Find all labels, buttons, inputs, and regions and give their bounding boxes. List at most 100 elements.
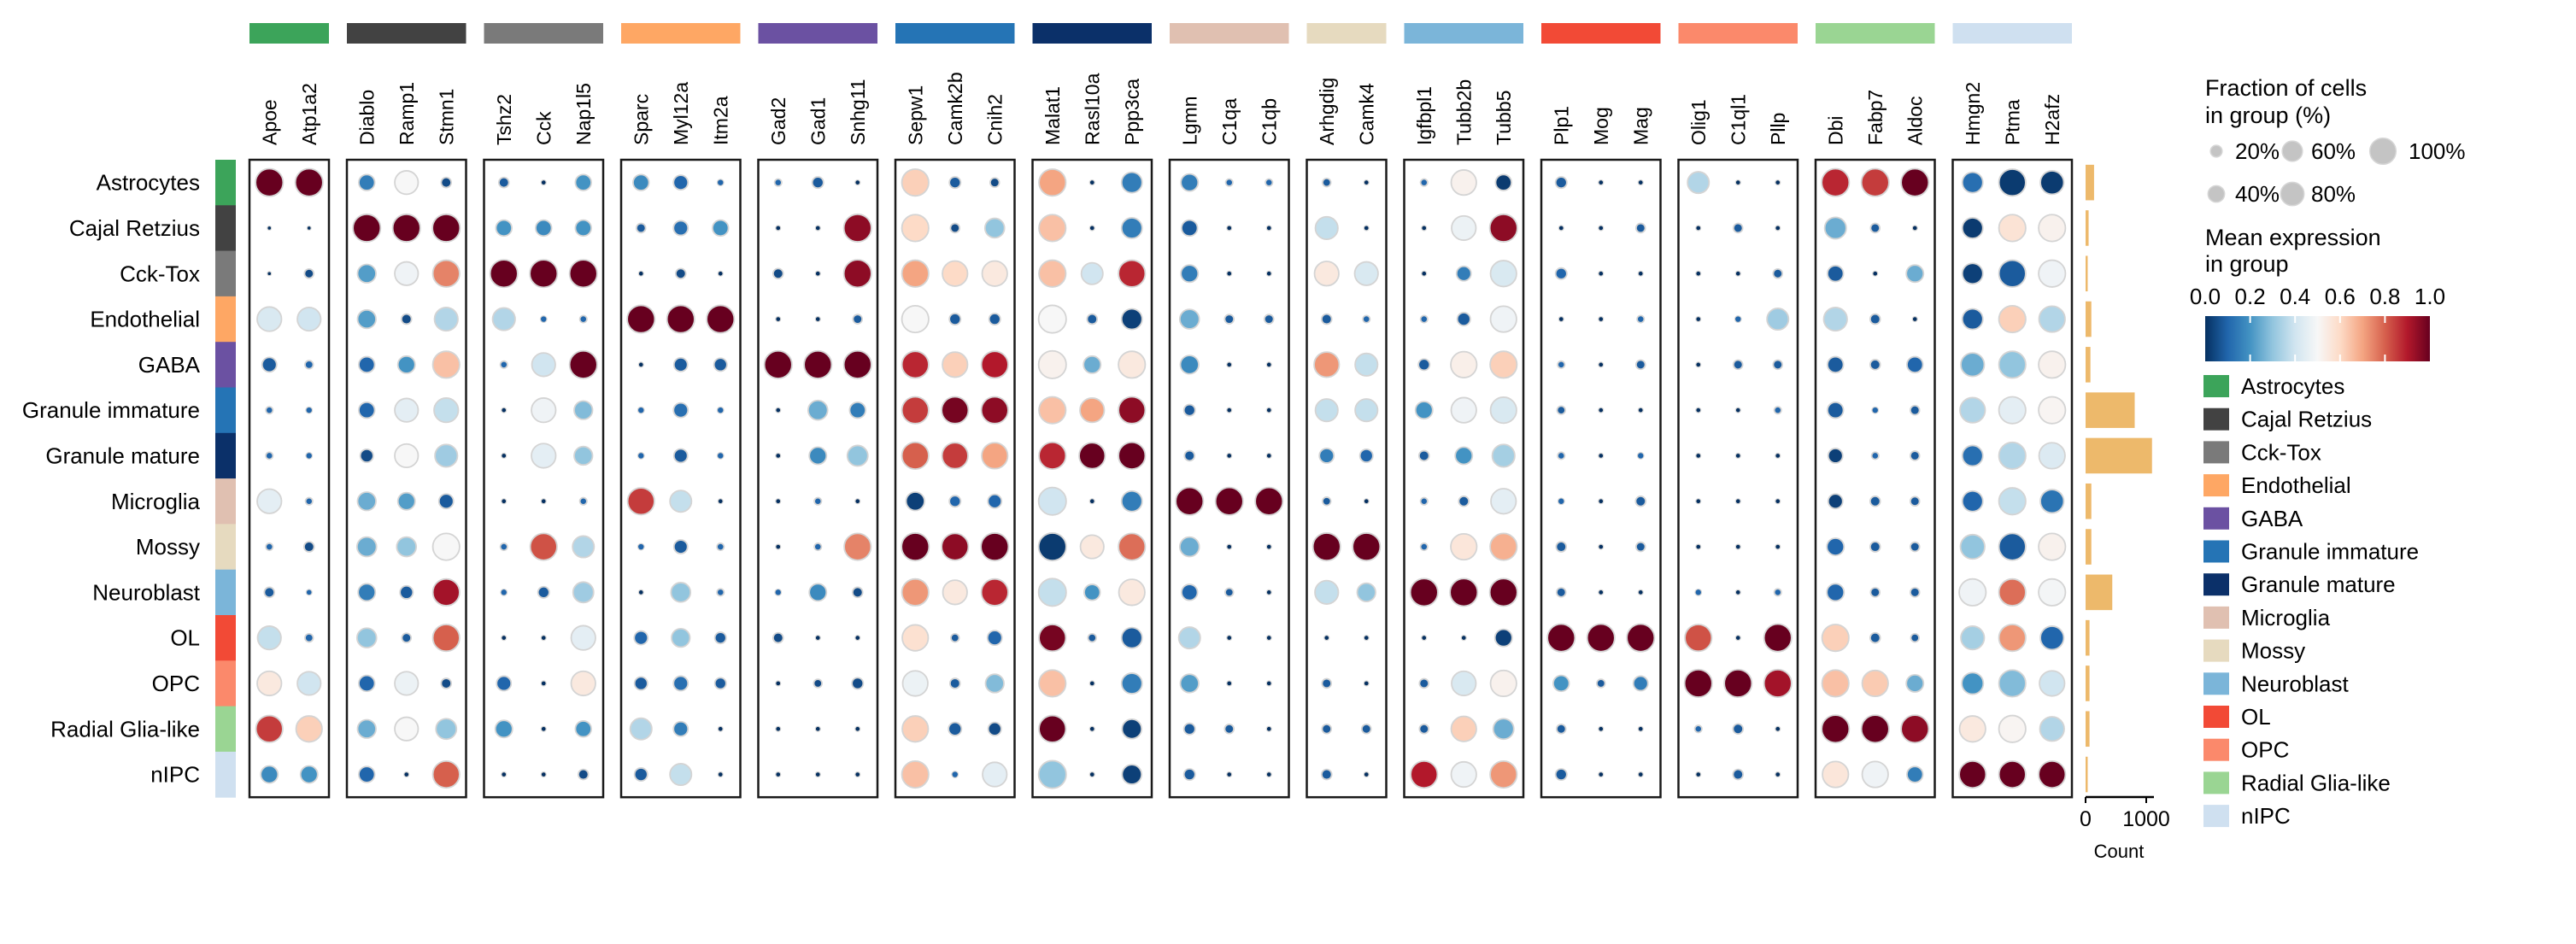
dot bbox=[1410, 759, 1439, 789]
dot bbox=[637, 361, 644, 368]
dot bbox=[1558, 316, 1564, 323]
dot bbox=[1634, 359, 1646, 371]
dot bbox=[1775, 179, 1781, 186]
dot bbox=[1695, 270, 1702, 277]
dot bbox=[842, 213, 872, 243]
dot bbox=[626, 487, 655, 516]
dot bbox=[431, 532, 461, 561]
dot bbox=[1451, 670, 1477, 697]
dot bbox=[1488, 578, 1518, 607]
size-legend-title-line1: Fraction of cells bbox=[2205, 75, 2367, 101]
dot bbox=[1456, 312, 1471, 327]
dot bbox=[267, 271, 273, 277]
dot bbox=[1038, 714, 1067, 743]
dot bbox=[942, 351, 969, 378]
dot bbox=[1175, 486, 1205, 516]
gene-label: C1qb bbox=[1258, 98, 1280, 145]
dot bbox=[1860, 714, 1890, 744]
dot bbox=[1087, 632, 1097, 643]
dot bbox=[901, 304, 930, 334]
gene-label: C1ql1 bbox=[1727, 94, 1749, 145]
dot bbox=[1450, 760, 1477, 789]
count-bar bbox=[2086, 210, 2089, 246]
dot bbox=[854, 179, 861, 186]
dot bbox=[671, 627, 691, 648]
dot bbox=[852, 314, 864, 325]
dot bbox=[263, 586, 276, 599]
dot bbox=[982, 761, 1008, 788]
gene-label: Arhgdig bbox=[1316, 78, 1338, 145]
dot bbox=[980, 350, 1009, 379]
dot bbox=[1419, 542, 1429, 552]
dot bbox=[1557, 360, 1566, 369]
dot bbox=[1637, 725, 1644, 732]
dot bbox=[1998, 168, 2027, 197]
dot bbox=[531, 352, 556, 378]
dot bbox=[1078, 442, 1106, 470]
dot bbox=[1080, 261, 1104, 285]
group-bar-neuroblast bbox=[1404, 23, 1523, 44]
dot bbox=[1959, 533, 1986, 560]
dot bbox=[1449, 578, 1479, 607]
dot bbox=[1554, 768, 1568, 782]
dot bbox=[1183, 449, 1196, 462]
dot bbox=[813, 496, 823, 506]
dot bbox=[1454, 446, 1474, 466]
dot bbox=[2039, 670, 2066, 697]
legend-swatch bbox=[2203, 573, 2229, 596]
dot bbox=[1637, 589, 1644, 595]
dot bbox=[1083, 355, 1102, 374]
dot bbox=[1038, 624, 1067, 653]
dot bbox=[1557, 497, 1565, 506]
dot bbox=[948, 495, 962, 508]
dot bbox=[941, 442, 969, 470]
dot bbox=[1489, 759, 1518, 789]
dot bbox=[352, 213, 382, 243]
dot bbox=[1356, 582, 1376, 603]
dot bbox=[981, 260, 1008, 287]
dot bbox=[717, 270, 724, 277]
count-bar bbox=[2086, 164, 2094, 201]
dot bbox=[1318, 448, 1335, 464]
dot bbox=[540, 635, 547, 642]
dot bbox=[1363, 635, 1370, 642]
dot bbox=[716, 588, 725, 597]
dot bbox=[1322, 496, 1332, 507]
cell-type-label: Endothelial bbox=[90, 307, 200, 332]
dot bbox=[775, 498, 782, 505]
dot bbox=[1419, 314, 1429, 324]
dot bbox=[1598, 179, 1605, 186]
dot bbox=[1311, 532, 1341, 562]
legend-label: Astrocytes bbox=[2241, 373, 2344, 399]
cell-type-swatch bbox=[215, 205, 236, 252]
dot bbox=[494, 719, 513, 739]
gene-label: Ramp1 bbox=[396, 82, 418, 145]
dot bbox=[1695, 543, 1702, 550]
dot bbox=[1178, 536, 1200, 558]
dot bbox=[980, 578, 1009, 607]
dot bbox=[1775, 452, 1781, 459]
cell-type-label: OL bbox=[170, 625, 200, 651]
dot bbox=[1362, 314, 1371, 324]
dot bbox=[499, 542, 508, 552]
dot bbox=[1360, 723, 1372, 735]
dot bbox=[1998, 441, 2027, 471]
group-panel bbox=[1677, 158, 1799, 799]
dot bbox=[1226, 680, 1233, 687]
dot bbox=[1460, 635, 1467, 642]
dot bbox=[1826, 583, 1845, 602]
dot bbox=[434, 443, 459, 468]
dot bbox=[440, 176, 453, 189]
dot bbox=[980, 396, 1009, 425]
dot bbox=[1489, 532, 1518, 561]
dot bbox=[1263, 314, 1275, 325]
legend-swatch bbox=[2203, 441, 2229, 464]
dot bbox=[1734, 270, 1741, 277]
dot bbox=[1038, 441, 1067, 471]
dot bbox=[1637, 179, 1644, 186]
dot bbox=[773, 178, 783, 187]
dot bbox=[1732, 768, 1745, 781]
dot bbox=[1450, 715, 1477, 742]
dot bbox=[981, 442, 1009, 470]
dot bbox=[1037, 304, 1067, 334]
